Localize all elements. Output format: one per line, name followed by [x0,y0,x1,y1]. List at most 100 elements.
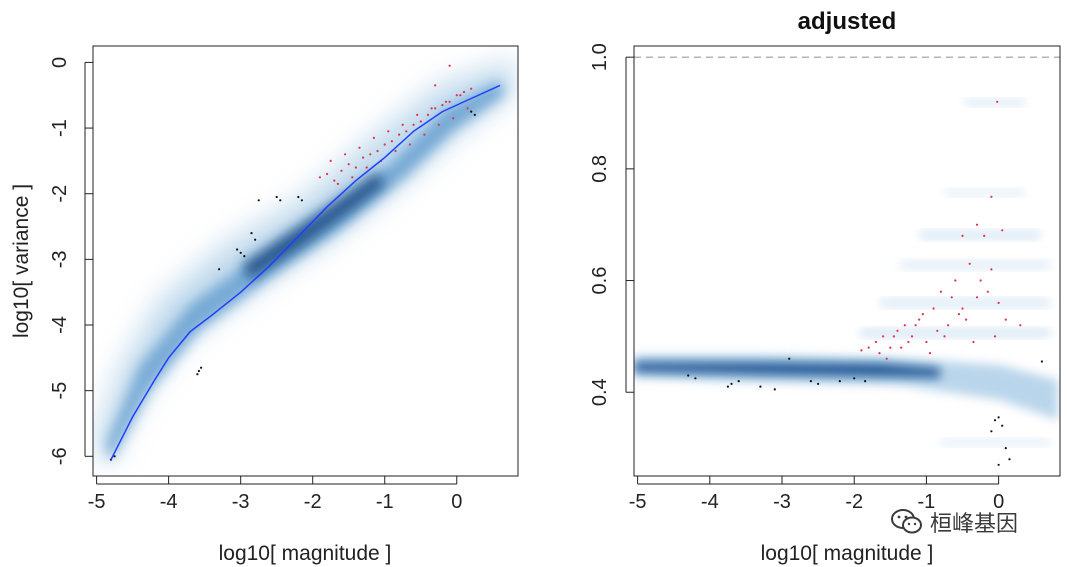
x-tick-label: -1 [376,491,394,513]
left-axes: -5 -4 -3 -2 -1 0 0 -1 -2 -3 -4 -5 -6 [49,57,462,513]
data-point [434,84,437,87]
data-point [437,123,440,126]
data-point [950,296,953,299]
data-point [383,143,386,146]
x-tick-label: -5 [88,491,106,513]
data-point [466,107,469,110]
data-point [914,324,917,327]
data-point [903,324,906,327]
data-point [416,113,419,116]
data-point [329,159,332,162]
data-point [405,130,408,133]
data-point [990,195,993,198]
data-point [362,156,365,159]
data-point [358,146,361,149]
data-point [986,290,989,293]
data-point [347,163,350,166]
data-point [838,380,841,383]
data-point [459,94,462,97]
data-point [730,382,733,385]
data-point [297,195,300,199]
data-point [928,352,932,355]
data-point [932,307,935,310]
y-tick-label: 0.4 [589,378,611,406]
data-point [975,223,979,226]
y-tick-label: 0.8 [589,155,611,183]
watermark-text: 桓峰基因 [930,512,1019,537]
data-point [275,195,278,199]
trend-line [110,84,501,460]
left-plot-frame [92,45,519,477]
data-point [279,199,282,202]
data-point [340,169,343,172]
right-chart-title: adjusted [798,8,897,35]
data-point [993,335,997,338]
density-band-core [634,362,940,378]
data-point [997,416,1000,419]
y-tick-label: 0.6 [589,267,611,295]
data-point [853,377,856,380]
y-tick-label: 1.0 [589,43,611,71]
data-point [462,90,466,94]
data-point [993,419,997,422]
y-tick-label: -4 [49,316,71,334]
data-point [398,133,401,136]
data-point [961,234,964,237]
data-point [351,176,354,179]
data-point [333,179,336,182]
data-point [243,255,246,258]
data-point [947,324,950,327]
y-tick-label: -1 [49,119,71,137]
density-streak [940,440,1050,445]
left-x-axis-label: log10[ magnitude ] [219,542,392,565]
data-point [997,463,1000,466]
data-point [965,318,968,321]
x-tick-label: 0 [451,491,462,513]
data-point [892,335,896,338]
data-point [996,100,999,103]
data-point [254,238,257,241]
data-point [907,340,910,344]
density-peak [242,172,385,280]
data-point [990,430,993,433]
watermark: 桓峰基因 [890,506,1018,538]
data-point [918,318,921,321]
data-point [943,335,946,338]
data-point [961,307,964,310]
data-point [1019,324,1022,327]
data-point [344,153,347,156]
data-point [412,123,415,126]
density-streak [965,100,1025,105]
x-tick-label: -5 [629,491,647,513]
data-point [1040,360,1043,363]
data-point [737,380,740,383]
data-point [326,172,329,176]
left-panel: -5 -4 -3 -2 -1 0 0 -1 -2 -3 -4 -5 -6 log10[ magnitud… [10,45,519,565]
data-point [470,87,473,90]
data-point [1001,424,1004,427]
data-point [900,346,903,349]
data-point [239,251,242,254]
right-density [634,56,1060,466]
data-point [408,143,411,146]
density-streak [900,262,1050,268]
data-point [196,373,199,376]
data-point [885,357,888,360]
data-point [448,100,451,103]
data-point [470,110,473,113]
data-point [444,100,448,103]
y-tick-label: -5 [49,382,71,400]
data-point [867,346,870,349]
x-tick-label: -3 [773,491,791,513]
x-tick-label: -2 [304,491,322,513]
data-point [889,346,892,349]
data-point [983,234,986,237]
data-point [434,107,437,110]
data-point [250,232,253,235]
data-point [218,268,221,271]
y-tick-label: -6 [49,447,71,465]
data-point [759,385,762,388]
wechat-icon [891,509,922,534]
data-point [387,130,390,133]
data-point [390,140,393,143]
